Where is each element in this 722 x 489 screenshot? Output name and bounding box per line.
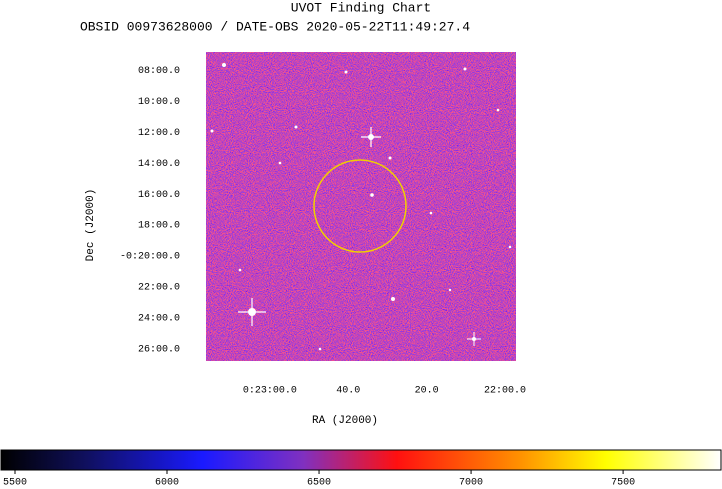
x-tick-label: 0:23:00.0 <box>243 386 297 397</box>
stars <box>210 63 512 351</box>
colorbar-tick-label: 5500 <box>3 478 27 489</box>
y-tick-label: 12:00.0 <box>138 128 180 139</box>
y-tick-label: 26:00.0 <box>138 344 180 355</box>
y-axis-label: Dec (J2000) <box>85 189 97 262</box>
y-tick-label: 22:00.0 <box>138 282 180 293</box>
colorbar-tick-label: 6000 <box>155 478 179 489</box>
y-tick-label: 08:00.0 <box>138 66 180 77</box>
y-tick-label: 14:00.0 <box>138 159 180 170</box>
x-axis-label: RA (J2000) <box>312 415 378 427</box>
source-region <box>313 159 407 253</box>
y-tick-label: 16:00.0 <box>138 190 180 201</box>
image-pixels <box>206 52 516 361</box>
x-tick-label: 22:00.0 <box>484 386 526 397</box>
chart-title: UVOT Finding Chart <box>291 0 431 15</box>
y-tick-label: 10:00.0 <box>138 97 180 108</box>
colorbar-tick-label: 6500 <box>307 478 331 489</box>
chart-subtitle: OBSID 00973628000 / DATE-OBS 2020-05-22T… <box>80 19 470 34</box>
y-tick-label: 24:00.0 <box>138 313 180 324</box>
colorbar-tick-label: 7000 <box>459 478 483 489</box>
colorbar <box>0 449 722 471</box>
x-tick-label: 40.0 <box>336 386 360 397</box>
y-tick-label: 18:00.0 <box>138 221 180 232</box>
y-tick-label: -0:20:00.0 <box>120 252 180 263</box>
sky-image <box>206 52 516 361</box>
colorbar-tick-label: 7500 <box>611 478 635 489</box>
x-tick-label: 20.0 <box>415 386 439 397</box>
